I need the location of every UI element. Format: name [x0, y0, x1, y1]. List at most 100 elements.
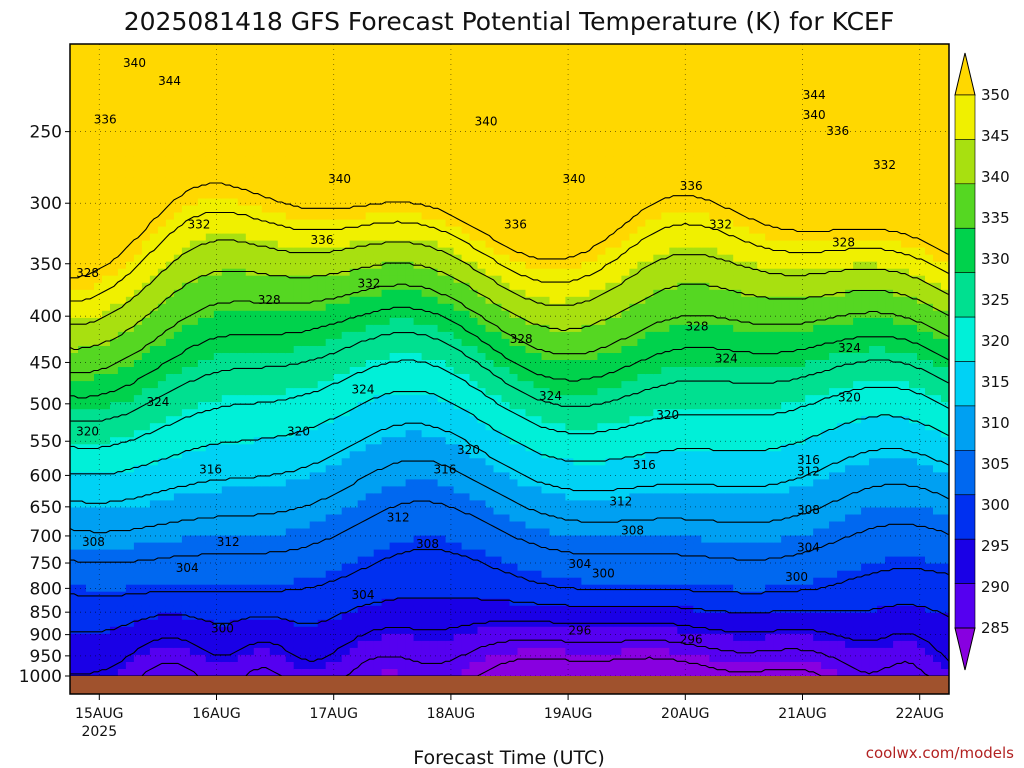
field-cell	[181, 451, 191, 459]
field-cell	[309, 317, 319, 326]
field-cell	[165, 458, 175, 466]
field-cell	[317, 219, 327, 228]
field-cell	[141, 507, 151, 516]
field-cell	[205, 479, 215, 487]
field-cell	[333, 44, 343, 52]
field-cell	[205, 458, 215, 466]
field-cell	[493, 486, 503, 494]
field-cell	[157, 135, 167, 143]
field-cell	[78, 191, 87, 200]
field-cell	[285, 93, 295, 101]
field-cell	[110, 647, 119, 656]
field-cell	[149, 416, 159, 424]
field-cell	[301, 331, 311, 340]
field-cell	[213, 275, 223, 284]
field-cell	[149, 451, 159, 459]
field-cell	[325, 44, 335, 52]
field-cell	[501, 514, 511, 523]
field-cell	[285, 507, 295, 516]
field-cell	[78, 275, 87, 284]
field-cell	[102, 142, 111, 150]
field-cell	[181, 605, 191, 614]
field-cell	[213, 605, 223, 614]
field-cell	[189, 633, 199, 642]
field-cell	[317, 416, 327, 424]
field-cell	[373, 289, 383, 298]
field-cell	[309, 240, 319, 249]
field-cell	[117, 556, 127, 565]
field-cell	[357, 247, 367, 256]
field-cell	[117, 388, 127, 396]
field-cell	[453, 633, 463, 642]
field-cell	[245, 107, 255, 115]
field-cell	[253, 65, 263, 73]
field-cell	[317, 156, 327, 164]
field-cell	[221, 360, 231, 368]
field-cell	[78, 247, 87, 256]
field-cell	[261, 465, 271, 473]
field-cell	[357, 212, 367, 221]
field-cell	[110, 514, 119, 523]
field-cell	[333, 374, 343, 382]
field-cell	[277, 669, 287, 677]
field-cell	[173, 360, 183, 368]
field-cell	[117, 416, 127, 424]
field-cell	[221, 114, 231, 122]
field-cell	[413, 465, 423, 473]
field-cell	[78, 549, 87, 558]
field-cell	[469, 219, 479, 228]
field-cell	[325, 114, 335, 122]
field-cell	[102, 296, 111, 305]
field-cell	[381, 128, 391, 136]
field-cell	[341, 261, 351, 270]
field-cell	[117, 233, 127, 242]
field-cell	[261, 198, 271, 207]
field-cell	[277, 605, 287, 614]
field-cell	[349, 240, 359, 249]
field-cell	[197, 430, 207, 438]
field-cell	[94, 247, 103, 256]
field-cell	[381, 535, 391, 544]
field-cell	[389, 346, 399, 354]
field-cell	[501, 86, 511, 94]
field-cell	[405, 226, 415, 235]
field-cell	[469, 268, 479, 277]
field-cell	[149, 289, 159, 298]
field-cell	[277, 254, 287, 263]
field-cell	[269, 128, 279, 136]
field-cell	[437, 458, 447, 466]
field-cell	[245, 654, 255, 663]
field-cell	[485, 128, 495, 136]
field-cell	[78, 79, 87, 87]
field-cell	[493, 79, 503, 87]
field-cell	[229, 268, 239, 277]
field-cell	[317, 191, 327, 200]
field-cell	[317, 142, 327, 150]
field-cell	[157, 507, 167, 516]
field-cell	[429, 409, 439, 417]
field-cell	[493, 626, 503, 635]
field-cell	[245, 367, 255, 375]
field-cell	[102, 100, 111, 108]
field-cell	[477, 51, 487, 59]
field-cell	[125, 177, 135, 185]
field-cell	[141, 191, 151, 200]
field-cell	[197, 72, 207, 80]
field-cell	[157, 521, 167, 530]
field-cell	[181, 184, 191, 192]
field-cell	[110, 479, 119, 487]
field-cell	[173, 100, 183, 108]
field-cell	[325, 570, 335, 579]
field-cell	[413, 107, 423, 115]
field-cell	[110, 444, 119, 452]
field-cell	[317, 451, 327, 459]
field-cell	[405, 451, 415, 459]
field-cell	[349, 458, 359, 466]
field-cell	[205, 500, 215, 508]
field-cell	[86, 605, 95, 614]
field-cell	[373, 191, 383, 200]
field-cell	[429, 282, 439, 291]
field-cell	[70, 65, 79, 73]
field-cell	[293, 605, 303, 614]
field-cell	[94, 640, 103, 649]
